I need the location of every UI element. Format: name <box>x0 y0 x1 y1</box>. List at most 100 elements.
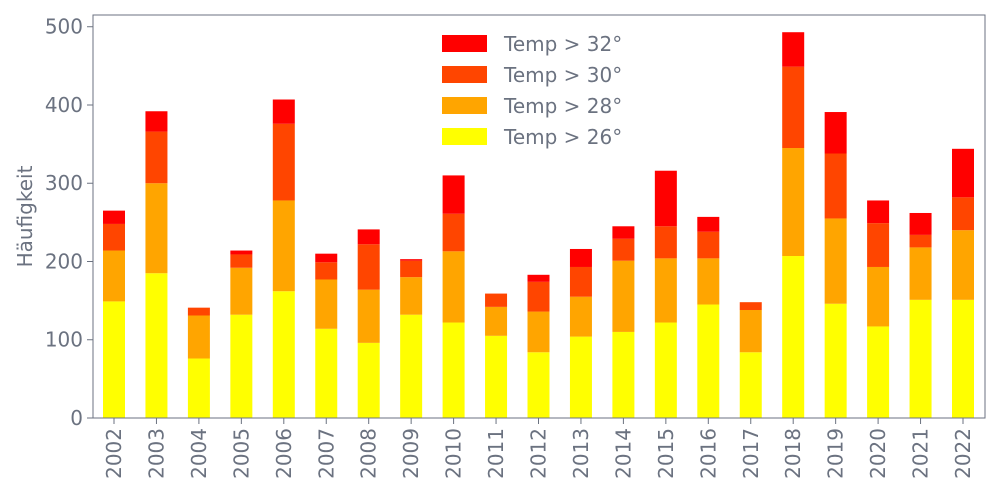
bar-2022-series-0 <box>952 299 974 418</box>
legend: Temp > 32° Temp > 30° Temp > 28° Temp > 26° <box>442 32 622 149</box>
x-tick-label: 2008 <box>357 428 381 479</box>
bar-2015-series-0 <box>654 322 677 418</box>
x-tick-label: 2020 <box>866 428 890 479</box>
legend-swatch <box>442 128 487 145</box>
bar-2020-series-3 <box>867 200 890 224</box>
bar-2003-series-1 <box>145 183 168 274</box>
bar-2014-series-3 <box>612 226 635 239</box>
bar-2013-series-0 <box>569 336 592 418</box>
bar-2013-series-1 <box>569 296 592 337</box>
bar-2009-series-2 <box>400 260 423 278</box>
bar-2004-series-2 <box>187 307 210 316</box>
bar-2007-series-3 <box>315 253 338 263</box>
y-axis-title: Häufigkeit <box>13 165 37 267</box>
bar-2015-series-1 <box>654 258 677 323</box>
bar-2020-series-0 <box>867 326 890 418</box>
x-tick-label: 2013 <box>569 428 593 479</box>
x-tick-label: 2019 <box>824 428 848 479</box>
x-axis: 2002 2003 2004 2005 2006 2007 2008 2009 2010 2011… <box>102 418 975 479</box>
legend-label: Temp > 26° <box>503 125 622 149</box>
x-tick-label: 2006 <box>272 428 296 479</box>
bar-2004-series-0 <box>187 358 210 418</box>
bar-2002-series-2 <box>103 223 125 251</box>
bar-2018-series-1 <box>782 148 805 257</box>
x-tick-label: 2011 <box>484 428 508 479</box>
x-tick-label: 2022 <box>951 428 975 479</box>
bar-2008-series-0 <box>357 342 380 418</box>
bar-2007-series-0 <box>315 328 338 418</box>
bar-2015-series-3 <box>654 170 677 227</box>
x-tick-label: 2007 <box>314 428 338 479</box>
x-tick-label: 2017 <box>739 428 763 479</box>
bar-2011-series-0 <box>485 335 508 418</box>
bar-2022-series-2 <box>952 197 974 231</box>
bar-2021-series-3 <box>909 212 932 235</box>
bar-2003-series-2 <box>145 131 168 184</box>
bar-2018-series-0 <box>782 256 805 418</box>
y-tick-label: 300 <box>45 171 83 195</box>
bar-2022-series-1 <box>952 230 974 300</box>
bar-2010-series-3 <box>442 175 465 214</box>
bar-2021-series-1 <box>909 247 932 300</box>
bar-2017-series-1 <box>739 310 762 353</box>
bar-2013-series-3 <box>569 248 592 267</box>
bar-2020-series-1 <box>867 266 890 327</box>
bar-2012-series-3 <box>527 274 550 282</box>
bar-2015-series-2 <box>654 226 677 259</box>
legend-swatch <box>442 66 487 83</box>
bar-2009-series-3 <box>400 259 423 261</box>
bar-2007-series-2 <box>315 262 338 280</box>
bar-2020-series-2 <box>867 223 890 267</box>
x-tick-label: 2005 <box>229 428 253 479</box>
x-tick-label: 2002 <box>102 428 126 479</box>
legend-label: Temp > 28° <box>503 94 622 118</box>
bar-2014-series-1 <box>612 260 635 332</box>
bar-2005-series-1 <box>230 267 253 315</box>
bar-2006-series-0 <box>272 291 295 418</box>
bar-2006-series-3 <box>272 99 295 124</box>
x-tick-label: 2018 <box>781 428 805 479</box>
x-tick-label: 2003 <box>144 428 168 479</box>
bar-2012-series-1 <box>527 311 550 353</box>
legend-label: Temp > 32° <box>503 32 622 56</box>
bar-2019-series-2 <box>824 153 847 219</box>
x-tick-label: 2009 <box>399 428 423 479</box>
bar-2021-series-2 <box>909 234 932 248</box>
bar-2016-series-3 <box>697 216 720 232</box>
bar-2008-series-3 <box>357 229 380 245</box>
bar-2007-series-1 <box>315 279 338 329</box>
bar-2012-series-0 <box>527 352 550 418</box>
y-axis: 0 100 200 300 400 500 <box>45 15 93 430</box>
bar-2002-series-0 <box>103 301 125 418</box>
bar-2016-series-2 <box>697 231 720 259</box>
bar-2019-series-0 <box>824 303 847 418</box>
bar-2016-series-0 <box>697 304 720 418</box>
bar-2013-series-2 <box>569 266 592 297</box>
bar-2005-series-3 <box>230 250 253 255</box>
legend-swatch <box>442 97 487 114</box>
bar-2010-series-1 <box>442 251 465 323</box>
bar-2011-series-1 <box>485 306 508 336</box>
bar-2002-series-1 <box>103 250 125 302</box>
x-tick-label: 2010 <box>442 428 466 479</box>
y-tick-label: 400 <box>45 93 83 117</box>
bar-2022-series-3 <box>952 148 974 198</box>
bar-2014-series-2 <box>612 238 635 261</box>
bar-2012-series-2 <box>527 281 550 312</box>
bar-2005-series-0 <box>230 314 253 418</box>
bar-2011-series-2 <box>485 293 508 307</box>
bar-2009-series-1 <box>400 277 423 315</box>
bar-2004-series-1 <box>187 315 210 359</box>
legend-label: Temp > 30° <box>503 63 622 87</box>
bar-2014-series-0 <box>612 331 635 418</box>
bar-2017-series-2 <box>739 302 762 311</box>
bars-layer <box>103 32 974 418</box>
bar-2002-series-3 <box>103 210 125 224</box>
bar-2003-series-0 <box>145 273 168 418</box>
bar-2009-series-0 <box>400 314 423 418</box>
bar-2019-series-1 <box>824 218 847 304</box>
bar-2006-series-2 <box>272 123 295 201</box>
x-tick-label: 2015 <box>654 428 678 479</box>
x-tick-label: 2012 <box>527 428 551 479</box>
